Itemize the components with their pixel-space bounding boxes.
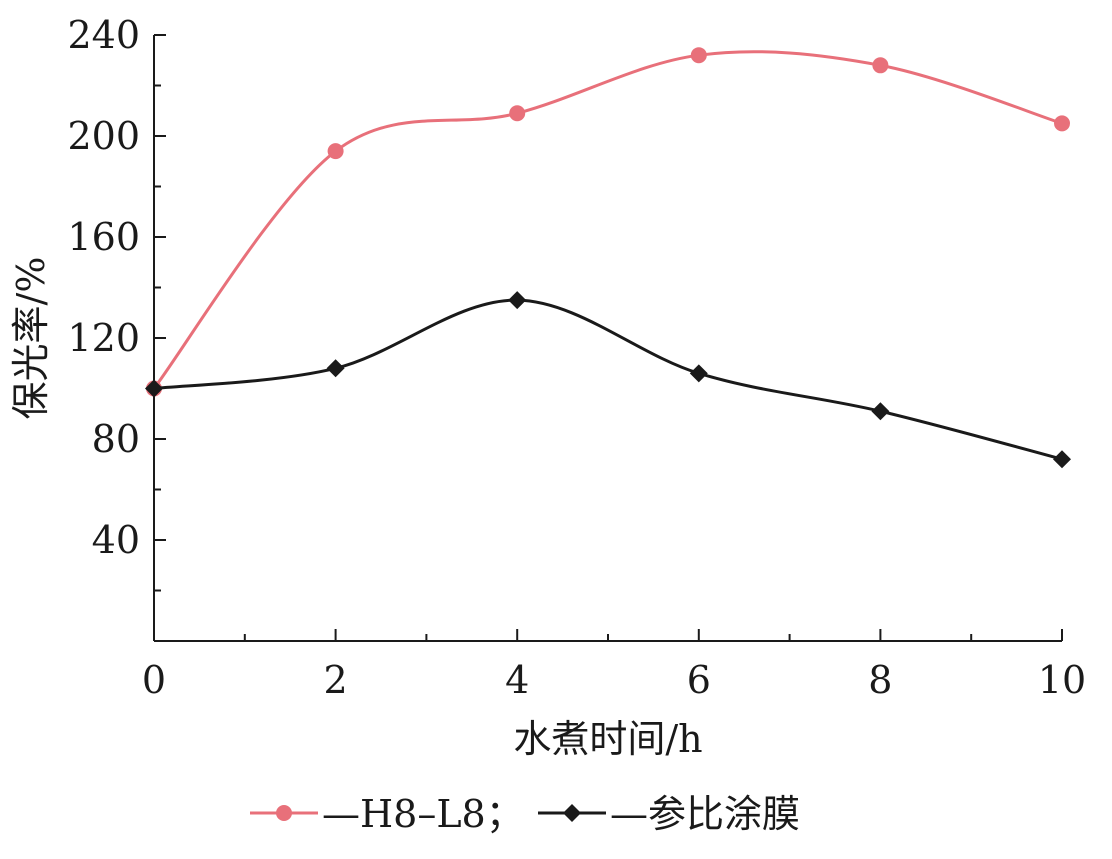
y-tick-label: 160 — [67, 215, 140, 259]
data-point-reference-coating — [145, 379, 163, 398]
series-line-reference-coating — [153, 298, 1063, 461]
x-tick-label: 4 — [505, 658, 529, 702]
x-tick-label: 2 — [324, 658, 348, 702]
data-point-reference-coating — [871, 402, 890, 421]
y-tick-label: 240 — [67, 13, 140, 57]
legend-label-reference-coating: —参比涂膜 — [610, 792, 800, 836]
data-point-h8-l8 — [872, 57, 889, 74]
legend-item-reference-coating: —参比涂膜 — [538, 792, 800, 836]
x-tick-label: 8 — [868, 658, 892, 702]
legend: —H8–L8； —参比涂膜 — [250, 792, 800, 836]
data-point-h8-l8 — [509, 105, 526, 122]
y-axis-title: 保光率/% — [9, 257, 53, 420]
y-tick-label: 80 — [92, 417, 140, 461]
data-point-h8-l8 — [1054, 115, 1070, 132]
legend-marker-reference-coating — [563, 804, 581, 822]
data-point-h8-l8 — [327, 143, 344, 160]
data-point-reference-coating — [508, 291, 527, 310]
data-point-h8-l8 — [690, 47, 707, 64]
legend-label-h8-l8: —H8–L8； — [322, 792, 524, 836]
data-point-reference-coating — [326, 359, 345, 378]
legend-marker-h8-l8 — [276, 805, 292, 821]
data-point-reference-coating — [689, 364, 708, 383]
legend-item-h8-l8: —H8–L8； — [250, 792, 524, 836]
x-tick-label: 6 — [687, 658, 711, 702]
y-tick-label: 120 — [67, 316, 140, 360]
y-tick-label: 40 — [92, 518, 140, 562]
axes: 40 80 120 160 200 240 0 2 4 6 8 10 — [67, 13, 1086, 702]
series-layer — [145, 47, 1071, 469]
series-line-h8-l8 — [152, 50, 1063, 390]
data-point-reference-coating — [1053, 450, 1071, 469]
x-tick-label: 10 — [1038, 658, 1086, 702]
x-axis-title: 水煮时间/h — [513, 717, 702, 761]
x-tick-label: 0 — [142, 658, 166, 702]
y-tick-label: 200 — [67, 114, 140, 158]
